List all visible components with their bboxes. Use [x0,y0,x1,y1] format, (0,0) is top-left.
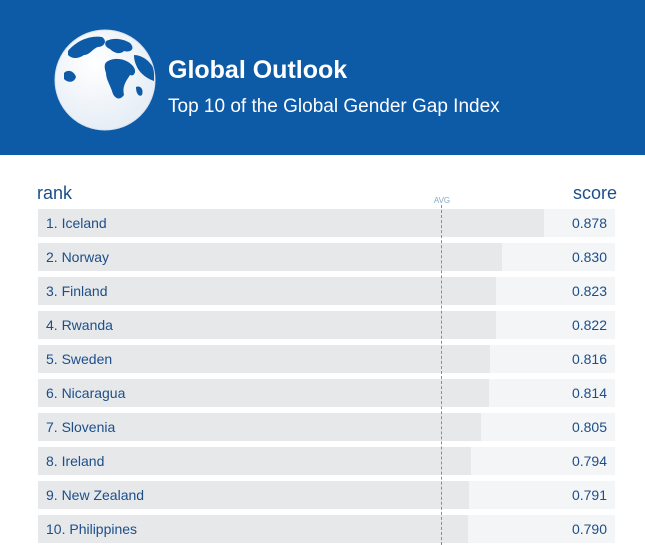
country-label: 8. Ireland [46,453,105,469]
score-value: 0.790 [571,521,607,537]
country-label: 9. New Zealand [46,487,145,503]
average-line [441,205,442,545]
ranking-row: 10. Philippines 0.790 [38,515,615,543]
score-bar [38,277,497,305]
ranking-row: 2. Norway 0.830 [38,243,615,271]
score-bar [38,345,491,373]
score-value: 0.816 [571,351,607,367]
country-label: 10. Philippines [46,521,138,537]
country-label: 6. Nicaragua [46,385,126,401]
country-label: 7. Slovenia [46,419,116,435]
average-label: AVG [433,196,451,205]
score-bar [38,209,544,237]
country-label: 1. Iceland [46,215,107,231]
page-title: Global Outlook [168,56,348,84]
score-bar [38,481,469,509]
ranking-row: 8. Ireland 0.794 [38,447,615,475]
ranking-row: 9. New Zealand 0.791 [38,481,615,509]
score-bar [38,515,468,543]
ranking-row: 5. Sweden 0.816 [38,345,615,373]
globe-icon [54,29,156,131]
score-value: 0.814 [571,385,607,401]
score-bar [38,379,489,407]
ranking-row: 7. Slovenia 0.805 [38,413,615,441]
score-value: 0.791 [571,487,607,503]
country-label: 4. Rwanda [46,317,113,333]
score-bar [38,413,481,441]
score-value: 0.805 [571,419,607,435]
ranking-row: 3. Finland 0.823 [38,277,615,305]
score-column-header: score [572,183,617,203]
country-label: 5. Sweden [46,351,113,367]
ranking-row: 1. Iceland 0.878 [38,209,615,237]
header-banner: Global Outlook Top 10 of the Global Gend… [0,0,645,155]
ranking-row: 6. Nicaragua 0.814 [38,379,615,407]
score-value: 0.878 [571,215,607,231]
score-value: 0.830 [571,249,607,265]
score-bar [38,447,472,475]
page-subtitle: Top 10 of the Global Gender Gap Index [168,96,500,117]
score-value: 0.822 [571,317,607,333]
score-value: 0.823 [571,283,607,299]
score-bar [38,243,503,271]
country-label: 3. Finland [46,283,108,299]
country-label: 2. Norway [46,249,110,265]
ranking-row: 4. Rwanda 0.822 [38,311,615,339]
score-value: 0.794 [571,453,607,469]
rank-column-header: rank [37,183,73,203]
score-bar [38,311,496,339]
